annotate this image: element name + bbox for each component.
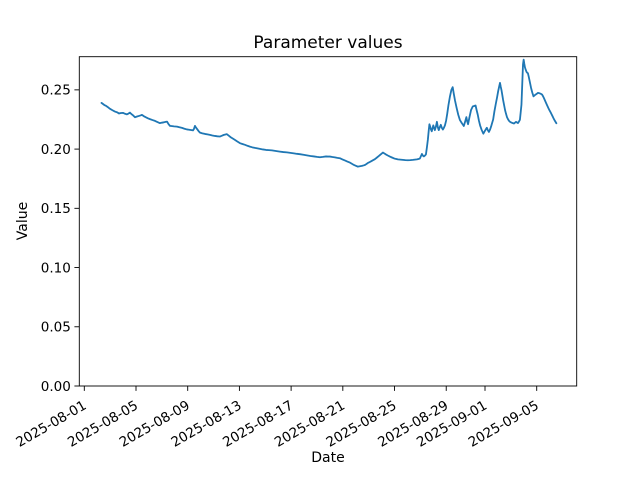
y-tick-label: 0.10 (41, 260, 71, 276)
chart-title: Parameter values (253, 33, 402, 53)
y-axis-label: Value (15, 202, 31, 240)
y-tick-label: 0.05 (41, 320, 71, 336)
plot-frame (78, 56, 578, 387)
y-tick-label: 0.20 (41, 142, 71, 158)
series-group (100, 58, 558, 168)
axis-ticks: 2025-08-012025-08-052025-08-092025-08-13… (13, 83, 541, 451)
y-tick-label: 0.15 (41, 201, 71, 217)
y-tick-label: 0.25 (41, 83, 71, 99)
series-line (100, 58, 558, 168)
y-tick-label: 0.00 (41, 379, 71, 395)
axes-spines (78, 56, 578, 387)
x-axis-label: Date (311, 450, 344, 466)
